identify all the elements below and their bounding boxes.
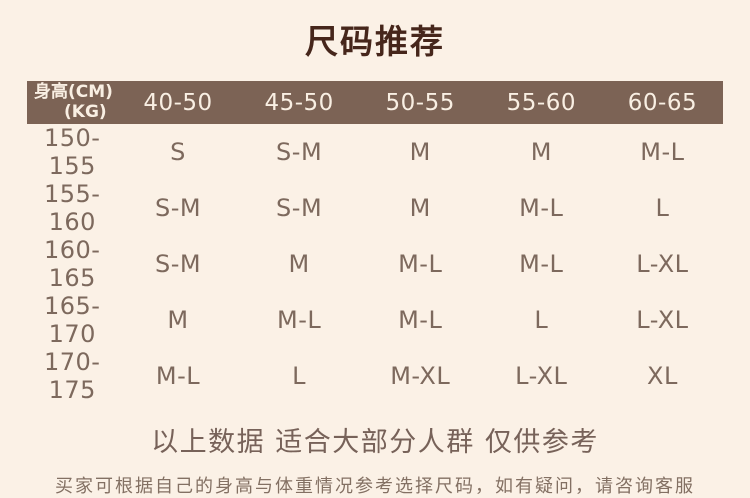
height-range-cell: 155-160 <box>44 180 101 237</box>
size-cell: L <box>292 362 307 391</box>
height-range-cell: 165-170 <box>44 292 101 349</box>
weight-column-header: 60-65 <box>601 81 723 125</box>
size-cell: M <box>288 250 310 279</box>
size-cell: S <box>170 138 186 167</box>
corner-header-height-label: 身高(CM) <box>34 82 113 103</box>
size-cell: M <box>167 306 189 335</box>
size-cell: L <box>534 306 549 335</box>
page-title: 尺码推荐 <box>305 22 445 61</box>
size-guide-page: 尺码推荐 身高(CM) (KG) 40-50 45-50 50-55 55-60 60-… <box>27 22 723 497</box>
size-cell: S-M <box>276 138 323 167</box>
table-header-row: 身高(CM) (KG) 40-50 45-50 50-55 55-60 60-65 <box>27 81 723 125</box>
size-cell: S-M <box>154 250 202 279</box>
size-cell: XL <box>647 362 678 391</box>
size-table: 身高(CM) (KG) 40-50 45-50 50-55 55-60 60-65 15… <box>27 81 723 404</box>
corner-header-cell: 身高(CM) (KG) <box>27 81 118 125</box>
size-cell: M <box>530 138 552 167</box>
size-cell: S-M <box>154 194 202 223</box>
size-cell: M-L <box>276 306 322 335</box>
size-cell: M-L <box>398 306 443 335</box>
size-cell: M-L <box>519 250 564 279</box>
size-cell: M-L <box>155 362 201 391</box>
size-cell: L-XL <box>515 362 568 391</box>
weight-column-header: 55-60 <box>480 81 602 125</box>
table-row: 155-160 S-M S-M M M-L L <box>27 180 723 236</box>
size-cell: M-L <box>640 138 685 167</box>
height-range-cell: 160-165 <box>44 236 101 293</box>
weight-column-header: 40-50 <box>117 81 239 125</box>
table-row: 150-155 S S-M M M M-L <box>27 124 723 180</box>
note-secondary: 买家可根据自己的身高与体重情况参考选择尺码，如有疑问，请咨询客服 <box>55 476 695 498</box>
size-cell: M <box>409 138 431 167</box>
weight-column-header: 50-55 <box>359 81 481 125</box>
size-cell: M <box>409 194 431 223</box>
height-range-cell: 170-175 <box>44 348 101 405</box>
weight-column-header: 45-50 <box>238 81 360 125</box>
height-range-cell: 150-155 <box>44 124 101 181</box>
size-cell: S-M <box>276 194 323 223</box>
size-cell: L-XL <box>636 250 689 279</box>
size-cell: M-L <box>519 194 564 223</box>
table-row: 160-165 S-M M M-L M-L L-XL <box>27 236 723 292</box>
size-cell: L <box>655 194 670 223</box>
size-cell: M-XL <box>390 362 451 391</box>
size-cell: L-XL <box>636 306 689 335</box>
table-row: 170-175 M-L L M-XL L-XL XL <box>27 348 723 404</box>
size-cell: M-L <box>398 250 443 279</box>
table-row: 165-170 M M-L M-L L L-XL <box>27 292 723 348</box>
corner-header-weight-label: (KG) <box>64 101 107 122</box>
note-primary: 以上数据 适合大部分人群 仅供参考 <box>151 427 599 459</box>
